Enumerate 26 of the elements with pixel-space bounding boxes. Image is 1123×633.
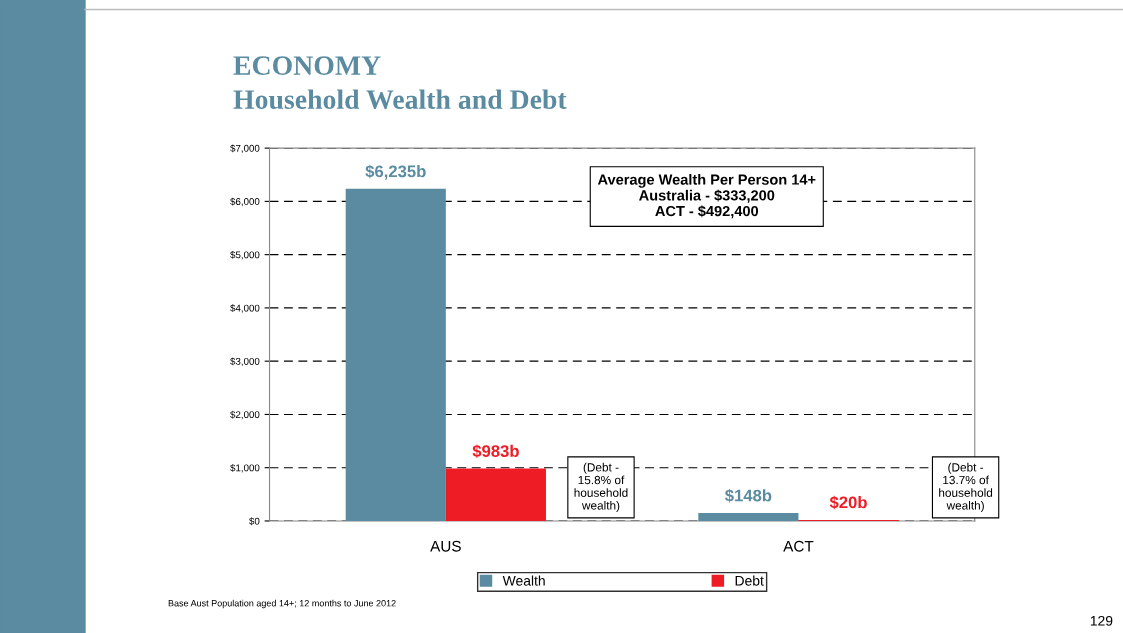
y-tick-label: $3,000	[230, 357, 260, 366]
chart-subtitle: Household Wealth and Debt	[233, 89, 567, 110]
data-label: $983b	[472, 444, 519, 459]
y-tick-label: $1,000	[230, 464, 260, 473]
bar	[698, 513, 799, 521]
y-tick-label: $7,000	[230, 144, 260, 153]
legend-label: Debt	[735, 575, 764, 586]
y-tick-label: $5,000	[230, 250, 260, 260]
y-tick-label: $6,000	[230, 197, 260, 207]
data-label: $6,235b	[365, 164, 426, 180]
legend-label: Wealth	[502, 575, 545, 586]
y-tick-label: $4,000	[230, 304, 260, 313]
x-tick-label: ACT	[783, 540, 814, 552]
text: Base Aust Population aged 14+; 12 months to June 2012	[168, 599, 396, 609]
data-label: $20b	[829, 495, 867, 510]
annotation: (Debt - 15.8% of household wealth)	[574, 462, 628, 512]
x-tick-label: AUS	[430, 540, 461, 552]
data-label: $148b	[724, 488, 772, 503]
bar	[445, 468, 546, 521]
chart-title: ECONOMY	[233, 56, 381, 75]
y-tick-label: $0	[249, 517, 260, 526]
bar	[345, 188, 446, 521]
annotation: (Debt - 13.7% of household wealth)	[939, 462, 993, 512]
text: 129	[1090, 615, 1113, 626]
annotation: Average Wealth Per Person 14+ Australia - $333,200 ACT - $492,400	[597, 174, 816, 219]
y-tick-label: $2,000	[230, 410, 260, 420]
